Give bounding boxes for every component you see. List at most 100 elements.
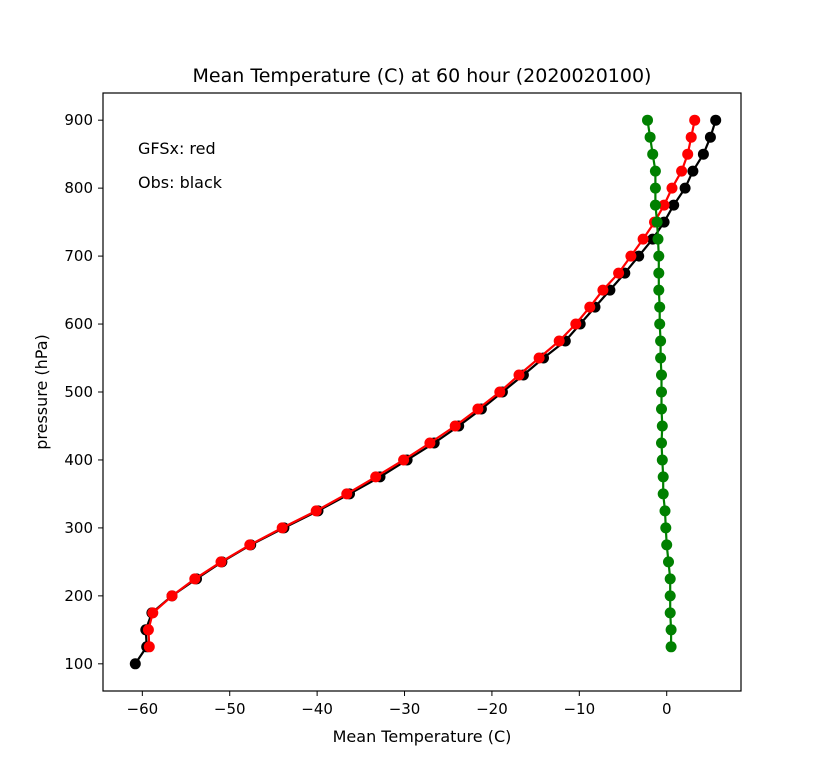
- series-2: [642, 114, 677, 653]
- x-tick-label: −50: [214, 700, 246, 718]
- series-2-point: [647, 148, 659, 160]
- y-tick-label: 400: [64, 451, 93, 469]
- series-1-line: [147, 119, 696, 647]
- x-tick-label: −20: [476, 700, 508, 718]
- series-1-point: [341, 488, 353, 500]
- series-1-point: [637, 233, 649, 245]
- series-0-point: [710, 114, 722, 126]
- series-0-point: [129, 658, 141, 670]
- series-2-point: [657, 488, 669, 500]
- series-2-point: [664, 590, 676, 602]
- y-tick-label: 700: [64, 247, 93, 265]
- series-1-point: [276, 522, 288, 534]
- series-1-point: [570, 318, 582, 330]
- series-1-point: [215, 556, 227, 568]
- series-2-point: [656, 386, 667, 398]
- series-1-point: [584, 301, 596, 313]
- series-2-point: [651, 216, 663, 228]
- series-1-point: [613, 267, 625, 279]
- series-0-point: [668, 199, 680, 211]
- series-1-point: [625, 250, 637, 262]
- x-tick-label: −30: [389, 700, 421, 718]
- series-2-point: [649, 182, 661, 194]
- series-1-point: [142, 624, 154, 636]
- series-1-point: [682, 148, 694, 160]
- series-1-point: [449, 420, 461, 432]
- series-2-point: [652, 233, 664, 245]
- series-1-point: [147, 607, 159, 619]
- series-1-point: [658, 199, 670, 211]
- series-1-point: [398, 454, 410, 466]
- series-1: [142, 114, 701, 653]
- series-2-point: [659, 505, 671, 517]
- series-2-point: [656, 369, 667, 381]
- series-1-point: [553, 335, 565, 347]
- x-tick-label: −10: [563, 700, 595, 718]
- series-1-point: [494, 386, 506, 398]
- series-0-point: [633, 250, 645, 262]
- series-1-point: [689, 114, 701, 126]
- plot-area: [129, 114, 722, 670]
- y-tick-label: 600: [64, 315, 93, 333]
- y-tick-label: 100: [64, 655, 93, 673]
- series-1-point: [513, 369, 525, 381]
- series-1-point: [189, 573, 201, 585]
- series-1-point: [533, 352, 545, 364]
- series-0-line: [134, 119, 717, 665]
- series-2-point: [663, 556, 674, 568]
- series-2-point: [654, 301, 666, 313]
- series-1-point: [143, 641, 155, 653]
- series-2-point: [664, 573, 676, 585]
- series-2-point: [655, 352, 667, 364]
- x-tick-label: 0: [662, 700, 672, 718]
- x-axis-label: Mean Temperature (C): [333, 727, 512, 746]
- y-axis: 100 200 300 400 500 600 700 800 900: [64, 111, 103, 673]
- series-1-point: [666, 182, 678, 194]
- annotation-obs: Obs: black: [138, 173, 223, 192]
- series-1-point: [370, 471, 382, 483]
- y-tick-label: 900: [64, 111, 93, 129]
- x-tick-label: −60: [127, 700, 159, 718]
- series-2-point: [653, 267, 665, 279]
- series-0-point: [679, 182, 691, 194]
- series-2-point: [665, 624, 677, 636]
- x-tick-label: −40: [301, 700, 333, 718]
- series-0-point: [697, 148, 709, 160]
- x-axis: −60 −50 −40 −30 −20 −10 0: [127, 691, 672, 718]
- series-2-point: [665, 641, 677, 653]
- series-2-point: [649, 165, 661, 177]
- series-2-point: [661, 539, 673, 551]
- series-2-point: [642, 114, 653, 126]
- series-0: [129, 114, 722, 670]
- series-2-point: [655, 335, 667, 347]
- series-2-point: [644, 131, 656, 143]
- series-1-point: [424, 437, 436, 449]
- annotation-gfsx: GFSx: red: [138, 139, 216, 158]
- series-1-point: [676, 165, 688, 177]
- series-0-point: [687, 165, 699, 177]
- series-1-point: [685, 131, 697, 143]
- chart-title: Mean Temperature (C) at 60 hour (2020020…: [193, 65, 652, 87]
- series-2-point: [656, 437, 667, 449]
- series-2-point: [656, 403, 667, 415]
- series-1-point: [310, 505, 322, 517]
- y-tick-label: 200: [64, 587, 93, 605]
- series-2-point: [653, 284, 665, 296]
- series-2-point: [656, 454, 668, 466]
- series-2-point: [653, 250, 665, 262]
- y-tick-label: 300: [64, 519, 93, 537]
- series-2-point: [656, 420, 668, 432]
- y-tick-label: 500: [64, 383, 93, 401]
- series-1-point: [166, 590, 178, 602]
- series-2-point: [664, 607, 676, 619]
- series-2-point: [654, 318, 666, 330]
- series-0-point: [704, 131, 716, 143]
- y-tick-label: 800: [64, 179, 93, 197]
- series-1-point: [597, 284, 609, 296]
- series-2-point: [657, 471, 669, 483]
- y-axis-label: pressure (hPa): [32, 334, 51, 450]
- series-2-point: [649, 199, 661, 211]
- series-1-point: [244, 539, 256, 551]
